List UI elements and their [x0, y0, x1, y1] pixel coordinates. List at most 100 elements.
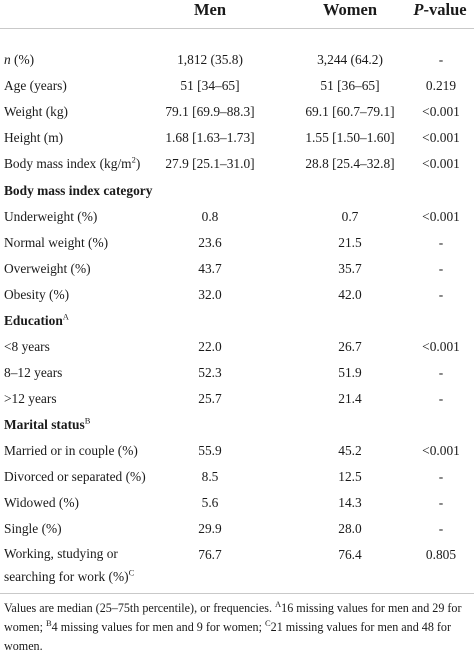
- cell-women: 69.1 [60.7–79.1]: [305, 104, 395, 119]
- row-label: Single (%): [4, 521, 62, 536]
- cell-men: 22.0: [198, 339, 222, 354]
- table-row-working: Working, studying or searching for work …: [0, 543, 474, 591]
- cell-p: -: [438, 52, 444, 67]
- cell-p: <0.001: [422, 209, 460, 224]
- section-label: Body mass index category: [4, 183, 153, 198]
- cell-p: <0.001: [422, 156, 460, 171]
- footnote-text-2: 16 missing values for men and 29 for wom…: [4, 601, 462, 634]
- cell-p: -: [438, 495, 444, 510]
- table-footnote: Values are median (25–75th percentile), …: [4, 599, 472, 656]
- row-label-sup: C: [128, 567, 135, 578]
- row-label: Height (m): [4, 130, 64, 145]
- footer-rule: [0, 593, 474, 594]
- section-label-sup: A: [62, 311, 69, 322]
- cell-men: 23.6: [198, 235, 222, 250]
- cell-women: 21.4: [338, 391, 362, 406]
- row-label-line2-text: searching for work (%): [4, 568, 129, 584]
- cell-men: 5.6: [201, 495, 219, 510]
- cell-women: 26.7: [338, 339, 362, 354]
- cell-p: -: [438, 365, 444, 380]
- cell-p: -: [438, 469, 444, 484]
- row-label: Overweight (%): [4, 261, 91, 276]
- cell-women: 76.4: [338, 547, 362, 562]
- cell-p: <0.001: [422, 339, 460, 354]
- row-label: Married or in couple (%): [4, 443, 138, 458]
- row-label-n: n: [4, 52, 11, 67]
- cell-p: -: [438, 391, 444, 406]
- row-label-line1: Working, studying or: [4, 546, 118, 561]
- column-header-p-value: P-value: [400, 0, 474, 20]
- section-label-text: Education: [4, 313, 63, 328]
- column-header-women-text: Women: [322, 0, 378, 19]
- row-label-line2: searching for work (%)C: [4, 566, 134, 589]
- cell-women: 14.3: [338, 495, 362, 510]
- row-label: n (%): [4, 52, 34, 68]
- cell-women: 3,244 (64.2): [317, 52, 383, 67]
- row-label: >12 years: [4, 391, 57, 406]
- cell-women: 45.2: [338, 443, 362, 458]
- cell-men: 29.9: [198, 521, 222, 536]
- row-label-text: Body mass index (kg/m: [4, 156, 132, 171]
- row-label-rest: (%): [10, 52, 35, 67]
- cell-men: 79.1 [69.9–88.3]: [165, 104, 255, 119]
- row-label: Body mass index (kg/m2): [4, 154, 141, 172]
- cell-p: 0.219: [425, 78, 457, 93]
- column-header-men: Men: [193, 0, 227, 19]
- row-label-sup: 2: [131, 154, 136, 165]
- cell-women: 1.55 [1.50–1.60]: [305, 130, 395, 145]
- cell-men: 32.0: [198, 287, 222, 302]
- cell-men: 27.9 [25.1–31.0]: [165, 156, 255, 171]
- cell-men: 52.3: [198, 365, 222, 380]
- row-label: Normal weight (%): [4, 235, 109, 250]
- footnote-sup-b: B: [46, 617, 52, 628]
- cell-p: -: [438, 521, 444, 536]
- cell-men: 55.9: [198, 443, 222, 458]
- row-label: Underweight (%): [4, 209, 98, 224]
- cell-women: 21.5: [338, 235, 362, 250]
- footnote-text-3: 4 missing values for men and 9 for women…: [51, 620, 265, 634]
- section-label-sup: B: [84, 415, 91, 426]
- cell-men: 25.7: [198, 391, 222, 406]
- row-label: <8 years: [4, 339, 50, 354]
- cell-p: -: [438, 235, 444, 250]
- footnote-text-4: 21 missing values for men and 48 for wom…: [4, 620, 452, 653]
- cell-women: 42.0: [338, 287, 362, 302]
- cell-men: 1.68 [1.63–1.73]: [165, 130, 255, 145]
- column-header-p-letter: P: [413, 0, 424, 19]
- cell-p: 0.805: [425, 547, 457, 562]
- cell-women: 51 [36–65]: [320, 78, 380, 93]
- cell-women: 35.7: [338, 261, 362, 276]
- row-label: Working, studying or searching for work …: [4, 543, 134, 588]
- cell-women: 51.9: [338, 365, 362, 380]
- cell-p: -: [438, 261, 444, 276]
- cell-men: 51 [34–65]: [180, 78, 240, 93]
- cell-p: -: [438, 287, 444, 302]
- cell-men: 8.5: [201, 469, 219, 484]
- cell-women: 28.0: [338, 521, 362, 536]
- section-label: Marital statusB: [4, 415, 91, 433]
- footnote-sup-c: C: [264, 617, 271, 628]
- column-header-p-suffix: -value: [423, 0, 467, 19]
- cell-p: <0.001: [422, 443, 460, 458]
- row-label: Divorced or separated (%): [4, 469, 146, 484]
- cell-men: 1,812 (35.8): [177, 52, 243, 67]
- row-label-end: ): [135, 156, 141, 171]
- column-header-women: Women: [310, 0, 390, 20]
- row-label: Widowed (%): [4, 495, 79, 510]
- cell-p: <0.001: [422, 130, 460, 145]
- cell-men: 43.7: [198, 261, 222, 276]
- row-label: 8–12 years: [4, 365, 63, 380]
- row-label: Age (years): [4, 78, 67, 93]
- cell-men: 76.7: [198, 547, 222, 562]
- row-label: Obesity (%): [4, 287, 70, 302]
- cell-women: 12.5: [338, 469, 362, 484]
- cell-women: 28.8 [25.4–32.8]: [305, 156, 395, 171]
- header-rule: [0, 28, 474, 29]
- cell-p: <0.001: [422, 104, 460, 119]
- section-label-text: Marital status: [4, 417, 85, 432]
- section-label: EducationA: [4, 311, 69, 329]
- footnote-sup-a: A: [275, 598, 282, 609]
- footnote-text-1: Values are median (25–75th percentile), …: [4, 601, 275, 615]
- cell-women: 0.7: [341, 209, 359, 224]
